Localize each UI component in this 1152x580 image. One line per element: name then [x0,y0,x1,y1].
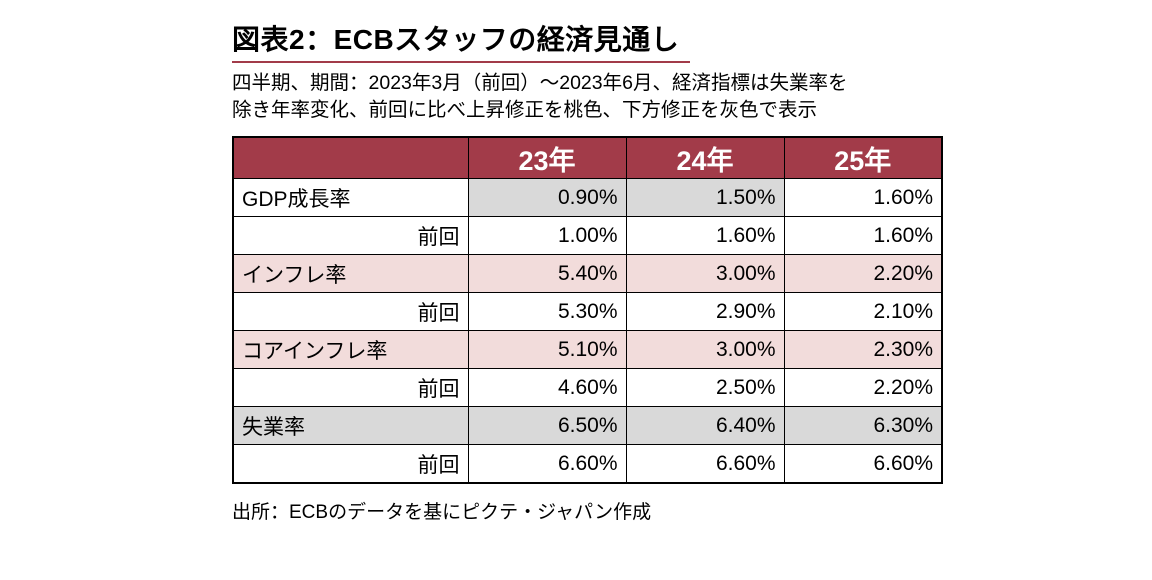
cell-value: 1.00% [467,216,627,256]
row-core-inflation-previous: 前回 4.60% 2.50% 2.20% [232,368,943,408]
row-inflation-previous: 前回 5.30% 2.90% 2.10% [232,292,943,332]
title-underline [232,61,690,64]
cell-value: 2.20% [783,254,943,294]
header-row: 23年 24年 25年 [232,136,943,180]
row-label: GDP成長率 [232,178,469,218]
cell-value: 3.00% [625,254,785,294]
cell-value: 6.60% [467,444,627,484]
cell-value: 1.60% [783,216,943,256]
cell-value: 4.60% [467,368,627,408]
cell-value: 6.30% [783,406,943,446]
cell-value: 3.00% [625,330,785,370]
row-label: 前回 [232,444,469,484]
row-gdp: GDP成長率 0.90% 1.50% 1.60% [232,178,943,218]
table-corner-cell [232,136,469,180]
cell-value: 5.40% [467,254,627,294]
column-header-24: 24年 [625,136,785,180]
cell-value: 6.60% [783,444,943,484]
row-label: コアインフレ率 [232,330,469,370]
cell-value: 2.20% [783,368,943,408]
cell-value: 5.30% [467,292,627,332]
cell-value: 1.60% [783,178,943,218]
row-label: 前回 [232,292,469,332]
source-note: 出所：ECBのデータを基にピクテ・ジャパン作成 [232,501,652,523]
column-header-23: 23年 [467,136,627,180]
cell-value: 6.60% [625,444,785,484]
subtitle-line-2: 除き年率変化、前回に比べ上昇修正を桃色、下方修正を灰色で表示 [232,98,818,121]
figure-subtitle: 四半期、期間：2023年3月（前回）～2023年6月、経済指標は失業率を 除き年… [232,70,952,123]
cell-value: 2.10% [783,292,943,332]
cell-value: 2.30% [783,330,943,370]
figure-title: 図表2：ECBスタッフの経済見通し [232,24,680,55]
row-gdp-previous: 前回 1.00% 1.60% 1.60% [232,216,943,256]
cell-value: 6.40% [625,406,785,446]
cell-value: 5.10% [467,330,627,370]
subtitle-line-1: 四半期、期間：2023年3月（前回）～2023年6月、経済指標は失業率を [232,72,848,95]
cell-value: 1.50% [625,178,785,218]
cell-value: 0.90% [467,178,627,218]
column-header-25: 25年 [783,136,943,180]
row-unemployment: 失業率 6.50% 6.40% 6.30% [232,406,943,446]
row-label: 前回 [232,368,469,408]
forecast-table: 23年 24年 25年 GDP成長率 0.90% 1.50% 1.60% 前回 … [232,135,943,484]
row-label: インフレ率 [232,254,469,294]
row-label: 失業率 [232,406,469,446]
cell-value: 2.90% [625,292,785,332]
row-core-inflation: コアインフレ率 5.10% 3.00% 2.30% [232,330,943,370]
cell-value: 1.60% [625,216,785,256]
row-unemployment-previous: 前回 6.60% 6.60% 6.60% [232,444,943,484]
cell-value: 2.50% [625,368,785,408]
row-inflation: インフレ率 5.40% 3.00% 2.20% [232,254,943,294]
row-label: 前回 [232,216,469,256]
cell-value: 6.50% [467,406,627,446]
figure-container: 図表2：ECBスタッフの経済見通し 四半期、期間：2023年3月（前回）～202… [232,24,952,524]
